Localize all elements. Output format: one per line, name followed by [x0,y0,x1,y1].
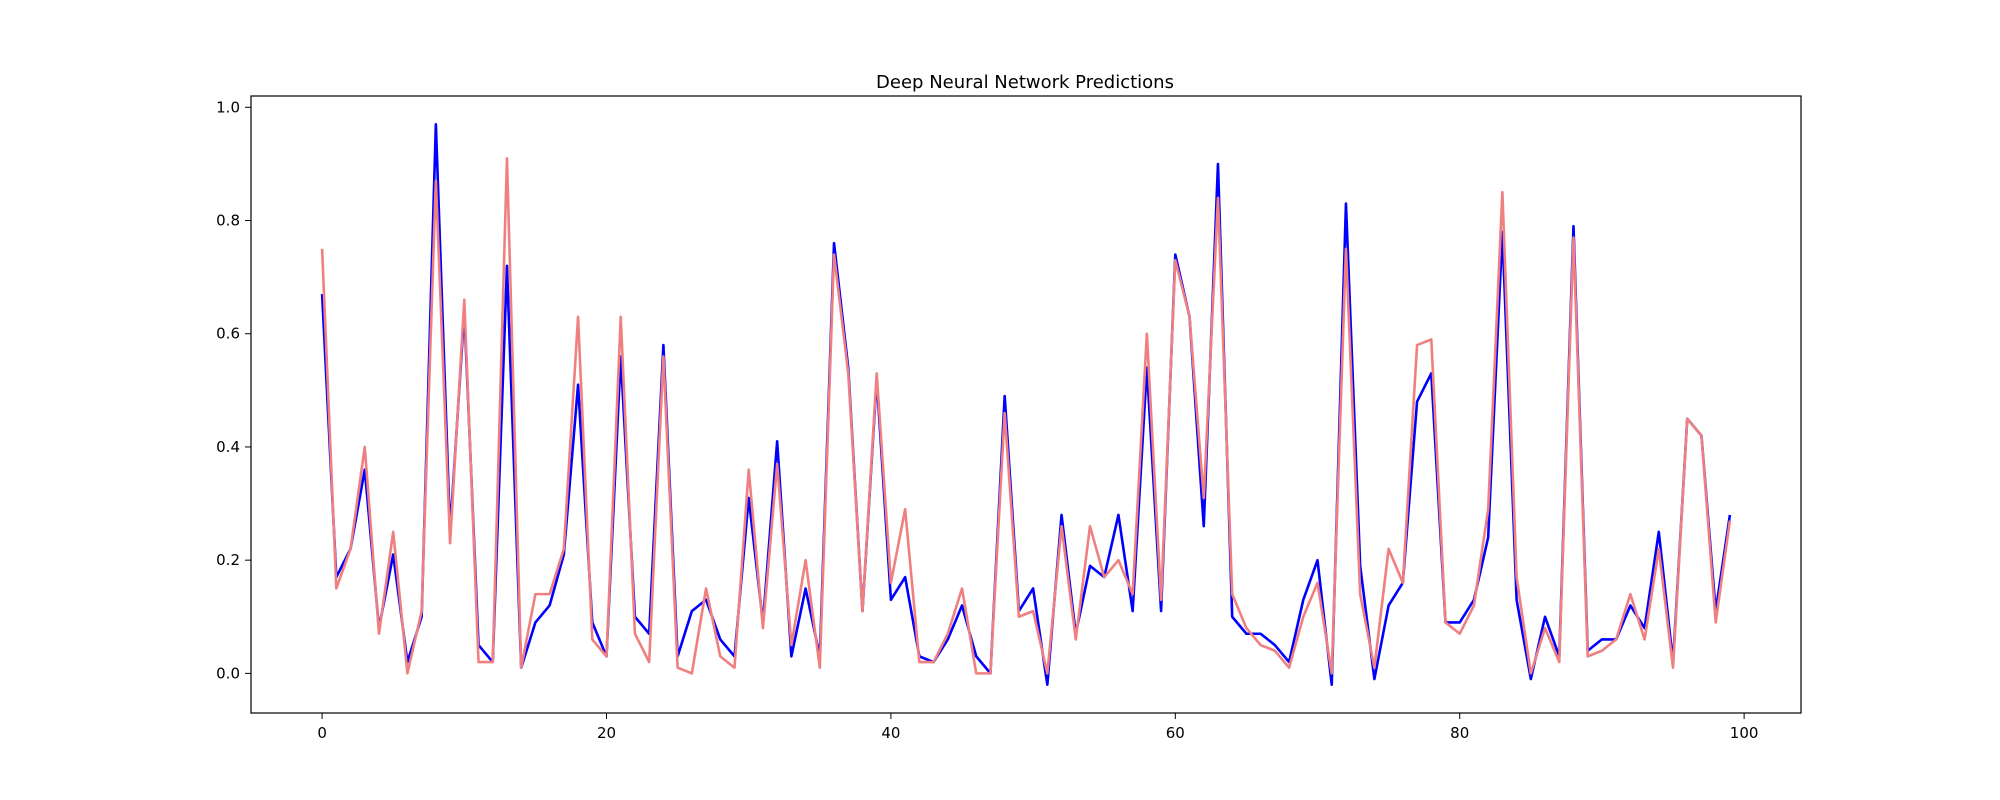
x-tick-label: 100 [1730,724,1759,742]
y-tick-label: 0.8 [216,212,240,230]
x-tick-label: 80 [1450,724,1469,742]
x-tick-label: 20 [597,724,616,742]
x-tick-label: 60 [1166,724,1185,742]
y-tick-label: 0.4 [216,438,240,456]
series-line-1 [320,156,1732,675]
series-line-0 [320,123,1732,687]
series-layer [320,123,1732,687]
y-tick-label: 0.0 [216,664,240,682]
chart-title: Deep Neural Network Predictions [876,72,1174,93]
x-tick-label: 40 [881,724,900,742]
plot-frame [250,95,1802,714]
y-axis: 0.0 0.2 0.4 0.6 0.8 1.0 [216,98,251,682]
y-tick-label: 1.0 [216,98,240,116]
y-tick-label: 0.6 [216,325,240,343]
x-tick-label: 0 [317,724,327,742]
y-tick-label: 0.2 [216,551,240,569]
x-axis: 0 20 40 60 80 100 [317,713,1758,742]
